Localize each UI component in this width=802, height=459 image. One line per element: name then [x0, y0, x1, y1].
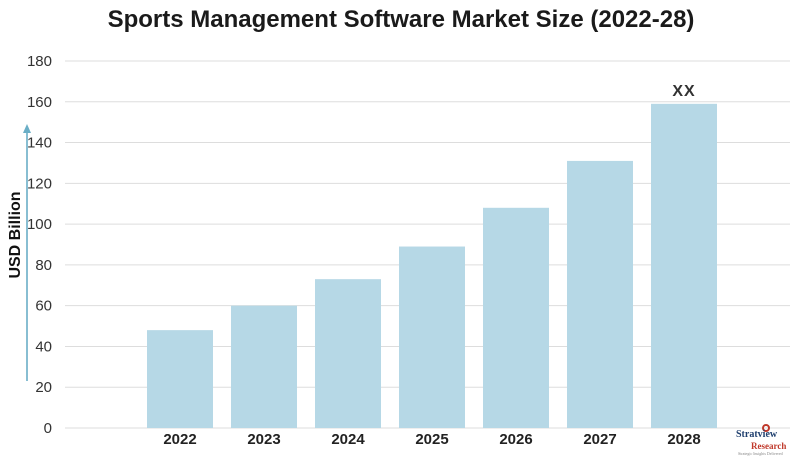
x-tick-label-2027: 2027 [583, 431, 616, 448]
bar-2024 [315, 279, 381, 428]
bar-2028 [651, 103, 717, 429]
bar-2026 [483, 207, 549, 428]
x-tick-label-2028: 2028 [667, 431, 700, 448]
bars [147, 103, 717, 429]
bar-2027 [567, 160, 633, 428]
x-tick-label-2022: 2022 [163, 431, 196, 448]
y-tick-label-160: 160 [27, 94, 52, 111]
y-tick-label-80: 80 [35, 257, 52, 274]
y-tick-label-140: 140 [27, 135, 52, 152]
y-axis-arrow-head [23, 124, 31, 133]
y-tick-label-20: 20 [35, 379, 52, 396]
y-tick-label-100: 100 [27, 216, 52, 233]
x-tick-labels: 2022 2023 2024 2025 2026 2027 2028 [163, 431, 700, 448]
x-tick-label-2025: 2025 [415, 431, 448, 448]
logo-main-text: Stratview [736, 429, 778, 440]
bar-2025 [399, 246, 465, 428]
logo-tagline: Strategic Insights Delivered [738, 451, 783, 456]
logo-sub-text: Research [751, 441, 787, 451]
y-tick-label-0: 0 [44, 420, 52, 437]
bar-2023 [231, 305, 297, 428]
y-axis-title: USD Billion [7, 191, 24, 278]
annotation-2028: XX [672, 83, 695, 100]
logo-target-icon [762, 424, 770, 432]
x-tick-label-2026: 2026 [499, 431, 532, 448]
y-tick-label-60: 60 [35, 298, 52, 315]
x-tick-label-2023: 2023 [247, 431, 280, 448]
y-tick-labels: 0 20 40 60 80 100 120 140 160 180 [27, 53, 52, 437]
x-tick-label-2024: 2024 [331, 431, 365, 448]
stratview-logo: Stratview Research Strategic Insights De… [732, 424, 798, 456]
y-tick-label-120: 120 [27, 175, 52, 192]
bar-2022 [147, 330, 213, 428]
y-tick-label-40: 40 [35, 338, 52, 355]
annotations: XX [672, 83, 695, 100]
y-tick-label-180: 180 [27, 53, 52, 70]
chart-title: Sports Management Software Market Size (… [107, 6, 695, 33]
